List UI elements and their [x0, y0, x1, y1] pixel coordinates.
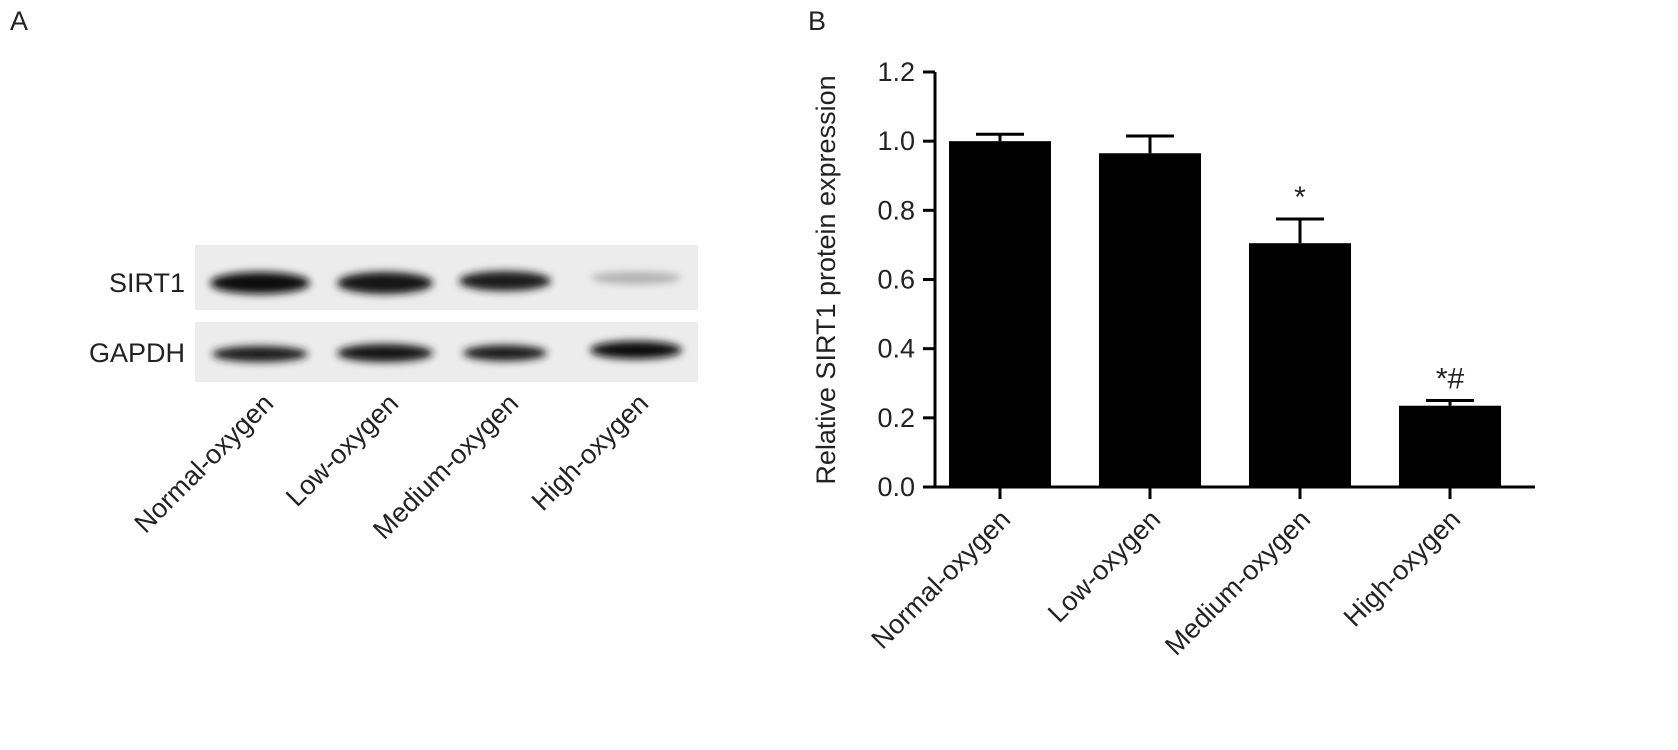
band — [591, 272, 681, 284]
bar — [1249, 243, 1351, 487]
y-axis-title: Relative SIRT1 protein expression — [811, 75, 841, 484]
bar — [1399, 405, 1501, 487]
x-tick-label: Normal-oxygen — [866, 504, 1017, 655]
blot: SIRT1 GAPDH Normal-oxygen Low-oxygen Med… — [89, 245, 698, 545]
band — [337, 344, 433, 362]
y-tick-label: 0.2 — [877, 403, 915, 433]
y-tick-label: 1.0 — [877, 126, 915, 156]
x-tick-label: Medium-oxygen — [1159, 504, 1316, 661]
y-tick-label: 0.8 — [877, 195, 915, 225]
lane-label: Normal-oxygen — [129, 388, 280, 539]
y-tick-label: 1.2 — [877, 57, 915, 87]
significance-label: *# — [1436, 363, 1465, 396]
band — [212, 346, 308, 362]
band — [337, 272, 433, 294]
significance-label: * — [1294, 181, 1306, 214]
bar — [1099, 153, 1201, 488]
lane-label: High-oxygen — [526, 388, 654, 516]
band — [463, 345, 547, 361]
band — [459, 271, 551, 291]
row-label: GAPDH — [89, 338, 185, 368]
panel-label: B — [808, 6, 826, 36]
band — [590, 341, 682, 359]
row-label: SIRT1 — [109, 268, 185, 298]
y-tick-label: 0.0 — [877, 472, 915, 502]
lane-label: Low-oxygen — [280, 388, 404, 512]
panel-label: A — [10, 6, 28, 36]
band — [210, 272, 310, 294]
x-tick-label: High-oxygen — [1338, 504, 1466, 632]
bar — [949, 141, 1051, 487]
y-tick-label: 0.6 — [877, 265, 915, 295]
x-tick-label: Low-oxygen — [1042, 504, 1166, 628]
y-tick-label: 0.4 — [877, 334, 915, 364]
